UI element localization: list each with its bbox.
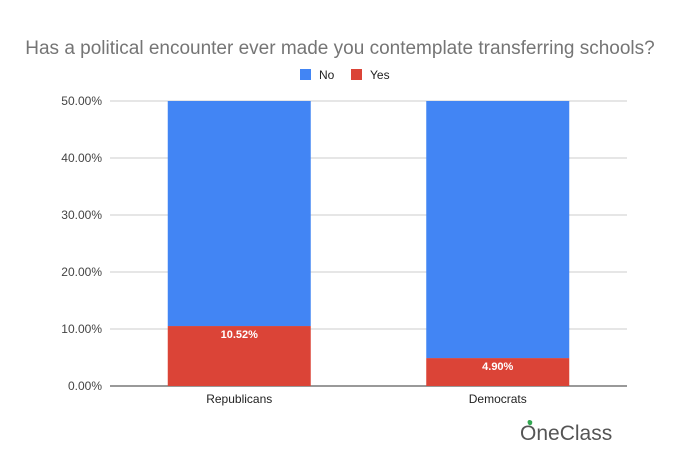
y-axis: 0.00% 10.00% 20.00% 30.00% 40.00% 50.00% bbox=[61, 94, 102, 393]
x-axis: Republicans Democrats bbox=[206, 392, 527, 406]
y-tick-label: 0.00% bbox=[68, 379, 102, 393]
bars bbox=[167, 101, 570, 386]
x-tick-label-republicans: Republicans bbox=[206, 392, 272, 406]
bar-republicans-no bbox=[167, 101, 311, 327]
legend-swatch-no bbox=[300, 69, 311, 80]
legend-label-yes: Yes bbox=[370, 68, 390, 82]
bar-democrats-no bbox=[426, 101, 570, 359]
y-tick-label: 10.00% bbox=[61, 322, 102, 336]
bar-democrats-yes bbox=[426, 358, 570, 386]
data-label-republicans: 10.52% bbox=[221, 329, 259, 341]
y-tick-label: 40.00% bbox=[61, 151, 102, 165]
logo-text: OneClass bbox=[520, 422, 612, 445]
data-labels: 10.52% 4.90% bbox=[221, 329, 514, 373]
bar-republicans-yes bbox=[167, 326, 311, 386]
y-tick-label: 50.00% bbox=[61, 94, 102, 108]
chart-title: Has a political encounter ever made you … bbox=[25, 38, 654, 59]
leaf-icon bbox=[527, 419, 533, 426]
y-tick-label: 20.00% bbox=[61, 265, 102, 279]
legend: No Yes bbox=[300, 68, 390, 82]
legend-swatch-yes bbox=[351, 69, 362, 80]
oneclass-logo: OneClass bbox=[520, 419, 612, 445]
y-tick-label: 30.00% bbox=[61, 208, 102, 222]
legend-label-no: No bbox=[319, 68, 335, 82]
x-tick-label-democrats: Democrats bbox=[469, 392, 527, 406]
data-label-democrats: 4.90% bbox=[482, 361, 513, 373]
